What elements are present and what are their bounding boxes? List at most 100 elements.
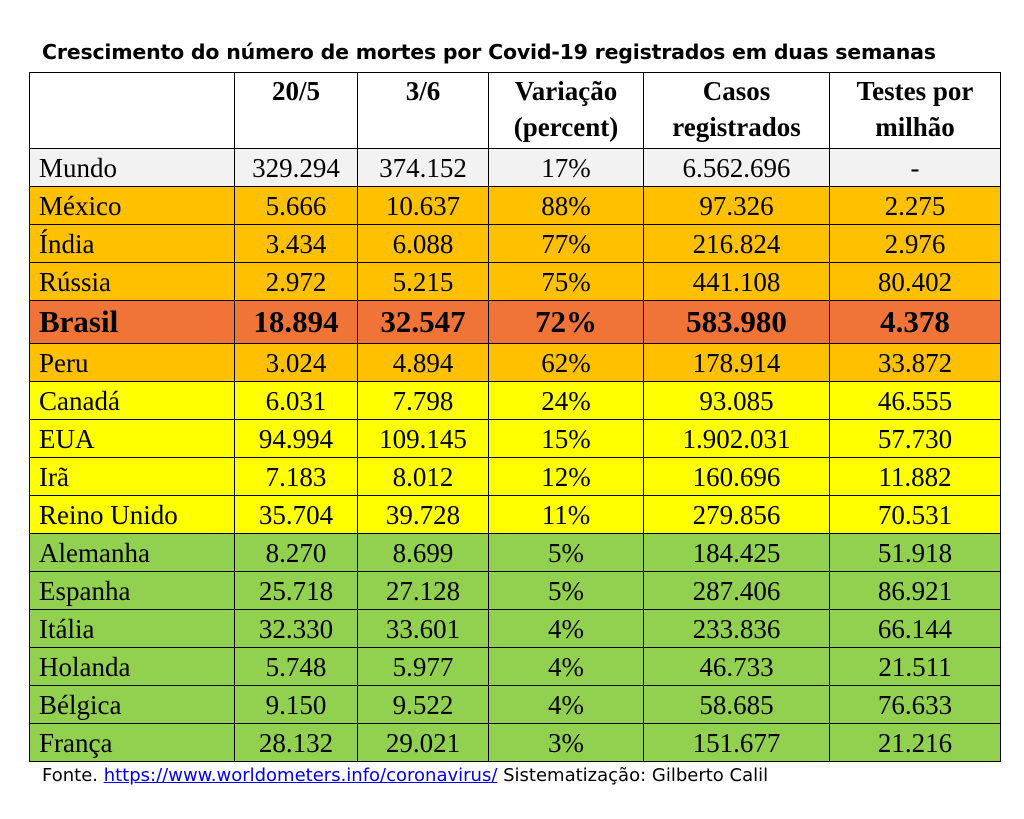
casos-cell: 97.326 bbox=[643, 186, 830, 225]
footer-prefix: Fonte. bbox=[42, 765, 104, 786]
testes-cell: 11.882 bbox=[829, 457, 1001, 496]
casos-cell: 287.406 bbox=[643, 571, 830, 610]
testes-cell: 4.378 bbox=[829, 300, 1001, 344]
value-20-5-cell: 7.183 bbox=[234, 457, 358, 496]
value-20-5-cell: 2.972 bbox=[234, 262, 358, 301]
country-cell: Peru bbox=[29, 343, 235, 382]
table-row: Reino Unido 35.704 39.728 11% 279.856 70.531 bbox=[29, 495, 1001, 534]
value-3-6-cell: 9.522 bbox=[357, 685, 489, 724]
value-3-6-cell: 7.798 bbox=[357, 381, 489, 420]
table-row: Canadá 6.031 7.798 24% 93.085 46.555 bbox=[29, 381, 1001, 420]
header-country bbox=[29, 72, 235, 149]
header-variacao: Variação (percent) bbox=[488, 72, 644, 149]
variacao-cell: 24% bbox=[488, 381, 644, 420]
table-body: Mundo 329.294 374.152 17% 6.562.696- México 5.… bbox=[29, 148, 1001, 762]
value-20-5-cell: 6.031 bbox=[234, 381, 358, 420]
header-date-3-6: 3/6 bbox=[357, 72, 489, 149]
value-20-5-cell: 5.666 bbox=[234, 186, 358, 225]
value-20-5-cell: 3.024 bbox=[234, 343, 358, 382]
table-row: Peru 3.024 4.894 62% 178.914 33.872 bbox=[29, 343, 1001, 382]
value-3-6-cell: 8.012 bbox=[357, 457, 489, 496]
value-20-5-cell: 28.132 bbox=[234, 723, 358, 762]
value-20-5-cell: 9.150 bbox=[234, 685, 358, 724]
country-cell: Reino Unido bbox=[29, 495, 235, 534]
casos-cell: 216.824 bbox=[643, 224, 830, 263]
variacao-cell: 72% bbox=[488, 300, 644, 344]
value-20-5-cell: 5.748 bbox=[234, 647, 358, 686]
testes-cell: 33.872 bbox=[829, 343, 1001, 382]
table-row: Irã 7.183 8.012 12% 160.696 11.882 bbox=[29, 457, 1001, 496]
variacao-cell: 5% bbox=[488, 533, 644, 572]
country-cell: França bbox=[29, 723, 235, 762]
testes-cell: 21.216 bbox=[829, 723, 1001, 762]
casos-cell: 46.733 bbox=[643, 647, 830, 686]
value-3-6-cell: 39.728 bbox=[357, 495, 489, 534]
value-3-6-cell: 33.601 bbox=[357, 609, 489, 648]
value-20-5-cell: 329.294 bbox=[234, 148, 358, 187]
casos-cell: 233.836 bbox=[643, 609, 830, 648]
table-row: Holanda 5.748 5.977 4% 46.733 21.511 bbox=[29, 647, 1001, 686]
footer: Fonte. https://www.worldometers.info/cor… bbox=[42, 765, 768, 786]
covid-deaths-table: 20/5 3/6 Variação (percent) Casos regist… bbox=[29, 72, 1001, 762]
variacao-cell: 77% bbox=[488, 224, 644, 263]
testes-cell: 80.402 bbox=[829, 262, 1001, 301]
testes-cell: 57.730 bbox=[829, 419, 1001, 458]
variacao-cell: 4% bbox=[488, 609, 644, 648]
variacao-cell: 4% bbox=[488, 647, 644, 686]
testes-cell: 2.275 bbox=[829, 186, 1001, 225]
footer-credit: Sistematização: Gilberto Calil bbox=[497, 765, 769, 786]
header-testes: Testes por milhão bbox=[829, 72, 1001, 149]
value-3-6-cell: 8.699 bbox=[357, 533, 489, 572]
testes-cell: 21.511 bbox=[829, 647, 1001, 686]
country-cell: EUA bbox=[29, 419, 235, 458]
value-3-6-cell: 27.128 bbox=[357, 571, 489, 610]
value-3-6-cell: 32.547 bbox=[357, 300, 489, 344]
value-20-5-cell: 3.434 bbox=[234, 224, 358, 263]
table-row: Bélgica 9.150 9.522 4% 58.685 76.633 bbox=[29, 685, 1001, 724]
source-link[interactable]: https://www.worldometers.info/coronaviru… bbox=[103, 765, 498, 786]
testes-cell: - bbox=[829, 148, 1001, 187]
casos-cell: 279.856 bbox=[643, 495, 830, 534]
value-3-6-cell: 5.977 bbox=[357, 647, 489, 686]
table-row: México 5.666 10.637 88% 97.326 2.275 bbox=[29, 186, 1001, 225]
table-title: Crescimento do número de mortes por Covi… bbox=[42, 40, 936, 64]
table-row: França 28.132 29.021 3% 151.677 21.216 bbox=[29, 723, 1001, 762]
header-casos: Casos registrados bbox=[643, 72, 830, 149]
country-cell: Rússia bbox=[29, 262, 235, 301]
testes-cell: 70.531 bbox=[829, 495, 1001, 534]
country-cell: Canadá bbox=[29, 381, 235, 420]
table-row: Alemanha 8.270 8.699 5% 184.425 51.918 bbox=[29, 533, 1001, 572]
variacao-cell: 17% bbox=[488, 148, 644, 187]
variacao-cell: 3% bbox=[488, 723, 644, 762]
casos-cell: 6.562.696 bbox=[643, 148, 830, 187]
table-row: Espanha 25.718 27.128 5% 287.406 86.921 bbox=[29, 571, 1001, 610]
variacao-cell: 15% bbox=[488, 419, 644, 458]
country-cell: México bbox=[29, 186, 235, 225]
table-row: Rússia 2.972 5.215 75% 441.108 80.402 bbox=[29, 262, 1001, 301]
value-3-6-cell: 374.152 bbox=[357, 148, 489, 187]
variacao-cell: 75% bbox=[488, 262, 644, 301]
table-row: Itália 32.330 33.601 4% 233.836 66.144 bbox=[29, 609, 1001, 648]
value-3-6-cell: 6.088 bbox=[357, 224, 489, 263]
casos-cell: 151.677 bbox=[643, 723, 830, 762]
header-row: 20/5 3/6 Variação (percent) Casos regist… bbox=[29, 72, 1001, 149]
casos-cell: 160.696 bbox=[643, 457, 830, 496]
testes-cell: 66.144 bbox=[829, 609, 1001, 648]
table-row: EUA 94.994 109.145 15% 1.902.031 57.730 bbox=[29, 419, 1001, 458]
value-20-5-cell: 25.718 bbox=[234, 571, 358, 610]
value-20-5-cell: 35.704 bbox=[234, 495, 358, 534]
variacao-cell: 62% bbox=[488, 343, 644, 382]
country-cell: Alemanha bbox=[29, 533, 235, 572]
casos-cell: 93.085 bbox=[643, 381, 830, 420]
country-cell: Brasil bbox=[29, 300, 235, 344]
variacao-cell: 5% bbox=[488, 571, 644, 610]
casos-cell: 583.980 bbox=[643, 300, 830, 344]
variacao-cell: 4% bbox=[488, 685, 644, 724]
value-20-5-cell: 18.894 bbox=[234, 300, 358, 344]
testes-cell: 46.555 bbox=[829, 381, 1001, 420]
country-cell: Índia bbox=[29, 224, 235, 263]
header-date-20-5: 20/5 bbox=[234, 72, 358, 149]
country-cell: Mundo bbox=[29, 148, 235, 187]
value-20-5-cell: 94.994 bbox=[234, 419, 358, 458]
value-20-5-cell: 32.330 bbox=[234, 609, 358, 648]
